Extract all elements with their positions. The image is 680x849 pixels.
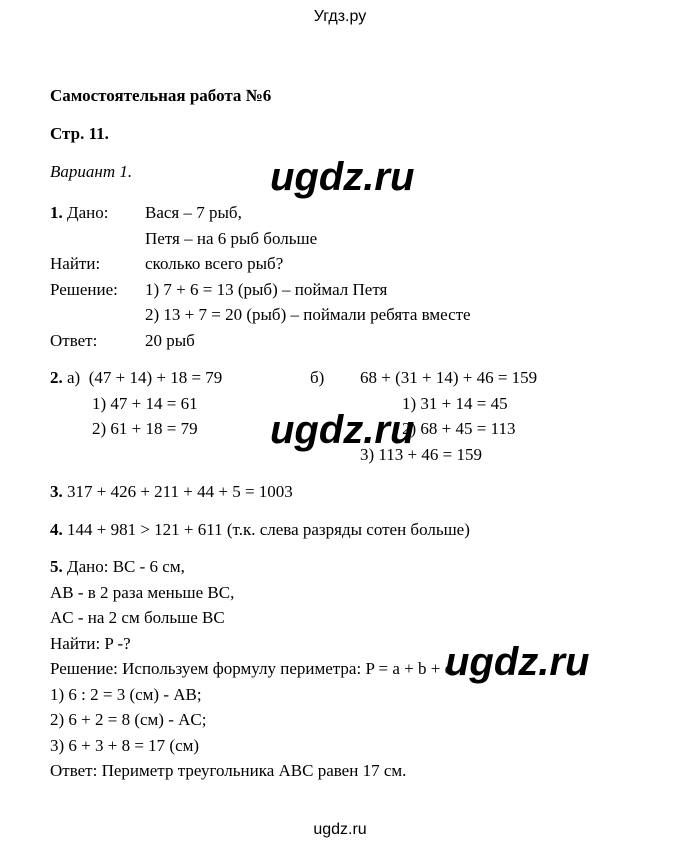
p3-num: 3. [50, 482, 63, 501]
p1-sol-2: 2) 13 + 7 = 20 (рыб) – поймали ребята вм… [145, 302, 471, 328]
p5-row1: 5. Дано: BC - 6 см, [50, 554, 630, 580]
p2-row3: 2) 61 + 18 = 79 2) 68 + 45 = 113 [50, 416, 630, 442]
p2-a-step1: 1) 47 + 14 = 61 [50, 391, 352, 417]
site-header: Угдз.ру [0, 0, 680, 26]
p1-sol-lbl: Решение: [50, 277, 145, 303]
p1-given-2: Петя – на 6 рыб больше [145, 226, 317, 252]
p2-a-main: (47 + 14) + 18 = 79 [89, 368, 223, 387]
p4-text: 144 + 981 > 121 + 611 (т.к. слева разряд… [67, 520, 470, 539]
p5-ans: Ответ: Периметр треугольника ABC равен 1… [50, 758, 630, 784]
p4-row: 4. 144 + 981 > 121 + 611 (т.к. слева раз… [50, 517, 630, 543]
p2-row2: 1) 47 + 14 = 61 1) 31 + 14 = 45 [50, 391, 630, 417]
p1-ans-lbl: Ответ: [50, 328, 145, 354]
p5-find: Найти: P -? [50, 631, 630, 657]
p5-sol-1: 1) 6 : 2 = 3 (см) - AB; [50, 682, 630, 708]
p1-num: 1. [50, 203, 63, 222]
p1-given-row2: Петя – на 6 рыб больше [50, 226, 630, 252]
p1-ans-text: 20 рыб [145, 328, 195, 354]
p2-b-step1: 1) 31 + 14 = 45 [402, 391, 508, 417]
p2-num: 2. [50, 368, 63, 387]
p2-a-step2: 2) 61 + 18 = 79 [50, 416, 352, 442]
p5-sol-2: 2) 6 + 2 = 8 (см) - AC; [50, 707, 630, 733]
p1-given-1: Вася – 7 рыб, [145, 200, 242, 226]
p1-sol-row1: Решение: 1) 7 + 6 = 13 (рыб) – поймал Пе… [50, 277, 630, 303]
p1-find-text: сколько всего рыб? [145, 251, 283, 277]
page-label: Стр. 11. [50, 124, 630, 144]
p1-given-row1: 1. Дано: Вася – 7 рыб, [50, 200, 630, 226]
p2-b-main: 68 + (31 + 14) + 46 = 159 [360, 365, 537, 391]
p5-given-1: BC - 6 см, [113, 557, 185, 576]
work-title: Самостоятельная работа №6 [50, 86, 630, 106]
p2-row1: 2. а) (47 + 14) + 18 = 79 б) 68 + (31 + … [50, 365, 630, 391]
p2-a-lbl: а) [67, 368, 80, 387]
p1-find-lbl: Найти: [50, 251, 145, 277]
p2-b-lbl: б) [310, 365, 360, 391]
p5-sol-intro: Решение: Используем формулу периметра: P… [50, 656, 630, 682]
p5-sol-3: 3) 6 + 3 + 8 = 17 (см) [50, 733, 630, 759]
p1-sol-1: 1) 7 + 6 = 13 (рыб) – поймал Петя [145, 277, 387, 303]
p1-sol-row2: 2) 13 + 7 = 20 (рыб) – поймали ребята вм… [50, 302, 630, 328]
p2-b-step3: 3) 113 + 46 = 159 [360, 442, 482, 468]
p4-num: 4. [50, 520, 63, 539]
document-body: Самостоятельная работа №6 Стр. 11. Вариа… [0, 26, 680, 814]
p5-given-2: AB - в 2 раза меньше BC, [50, 580, 630, 606]
p1-given-lbl: Дано: [67, 203, 108, 222]
p5-given-3: AC - на 2 см больше BC [50, 605, 630, 631]
p3-text: 317 + 426 + 211 + 44 + 5 = 1003 [67, 482, 293, 501]
p2-b-step2: 2) 68 + 45 = 113 [402, 416, 515, 442]
p1-find-row: Найти: сколько всего рыб? [50, 251, 630, 277]
p5-num: 5. [50, 557, 63, 576]
p2-row4: 3) 113 + 46 = 159 [50, 442, 630, 468]
p5-given-lbl: Дано: [67, 557, 108, 576]
p3-row: 3. 317 + 426 + 211 + 44 + 5 = 1003 [50, 479, 630, 505]
site-footer: ugdz.ru [0, 821, 680, 839]
p1-ans-row: Ответ: 20 рыб [50, 328, 630, 354]
variant-label: Вариант 1. [50, 162, 630, 182]
